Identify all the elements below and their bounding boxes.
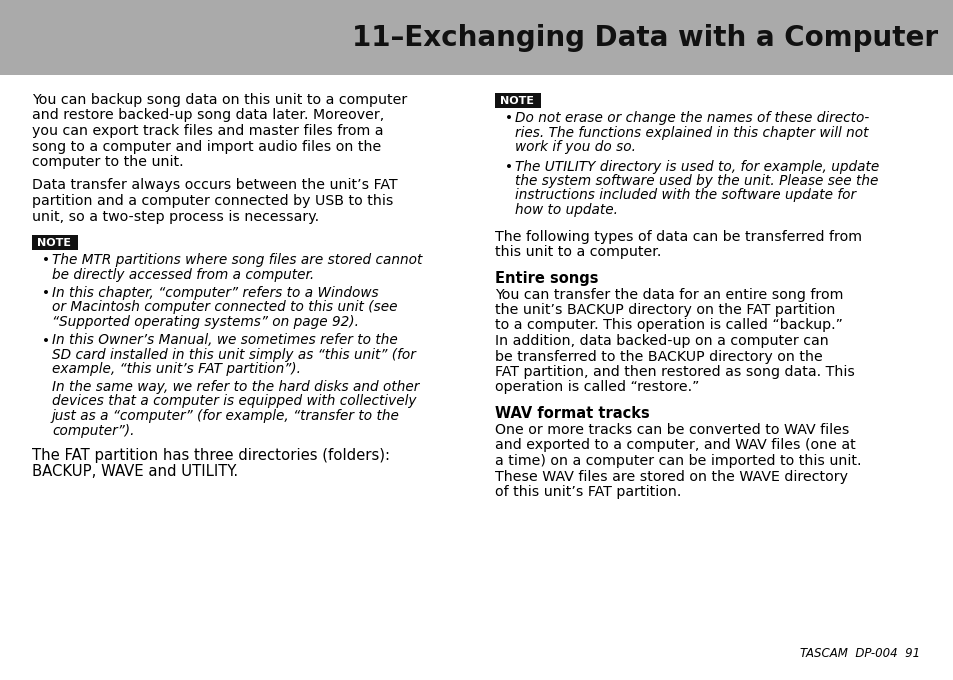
Text: song to a computer and import audio files on the: song to a computer and import audio file… [32,139,381,154]
Text: ries. The functions explained in this chapter will not: ries. The functions explained in this ch… [515,126,867,139]
Text: These WAV files are stored on the WAVE directory: These WAV files are stored on the WAVE d… [495,469,847,483]
Text: One or more tracks can be converted to WAV files: One or more tracks can be converted to W… [495,423,848,437]
Text: work if you do so.: work if you do so. [515,140,636,154]
Text: In addition, data backed-up on a computer can: In addition, data backed-up on a compute… [495,334,828,348]
Text: be directly accessed from a computer.: be directly accessed from a computer. [52,267,314,282]
Text: Entire songs: Entire songs [495,271,598,286]
Text: SD card installed in this unit simply as “this unit” (for: SD card installed in this unit simply as… [52,348,416,362]
Text: of this unit’s FAT partition.: of this unit’s FAT partition. [495,485,680,499]
Text: a time) on a computer can be imported to this unit.: a time) on a computer can be imported to… [495,454,861,468]
Text: Data transfer always occurs between the unit’s FAT: Data transfer always occurs between the … [32,178,397,192]
Text: instructions included with the software update for: instructions included with the software … [515,188,855,203]
Text: •: • [42,286,50,300]
Bar [32,235,78,250]
Text: In the same way, we refer to the hard disks and other: In the same way, we refer to the hard di… [52,380,419,394]
Text: how to update.: how to update. [515,203,618,217]
Text: The MTR partitions where song files are stored cannot: The MTR partitions where song files are … [52,253,422,267]
Text: 11–Exchanging Data with a Computer: 11–Exchanging Data with a Computer [352,24,937,52]
Text: this unit to a computer.: this unit to a computer. [495,245,660,259]
Text: and restore backed-up song data later. Moreover,: and restore backed-up song data later. M… [32,109,384,122]
Text: You can transfer the data for an entire song from: You can transfer the data for an entire … [495,288,842,301]
Text: The UTILITY directory is used to, for example, update: The UTILITY directory is used to, for ex… [515,160,879,173]
Text: WAV format tracks: WAV format tracks [495,406,649,421]
Text: FAT partition, and then restored as song data. This: FAT partition, and then restored as song… [495,365,854,379]
Bar [0,0,953,75]
Text: BACKUP, WAVE and UTILITY.: BACKUP, WAVE and UTILITY. [32,464,238,479]
Text: Do not erase or change the names of these directo-: Do not erase or change the names of thes… [515,111,868,125]
Text: to a computer. This operation is called “backup.”: to a computer. This operation is called … [495,318,842,333]
Text: devices that a computer is equipped with collectively: devices that a computer is equipped with… [52,394,416,409]
Text: unit, so a two-step process is necessary.: unit, so a two-step process is necessary… [32,209,319,224]
Text: In this chapter, “computer” refers to a Windows: In this chapter, “computer” refers to a … [52,286,378,300]
Text: just as a “computer” (for example, “transfer to the: just as a “computer” (for example, “tran… [52,409,399,423]
Text: computer”).: computer”). [52,424,134,437]
Text: operation is called “restore.”: operation is called “restore.” [495,381,699,394]
Text: the system software used by the unit. Please see the: the system software used by the unit. Pl… [515,174,878,188]
Text: TASCAM  DP-004  91: TASCAM DP-004 91 [799,647,919,660]
Text: be transferred to the BACKUP directory on the: be transferred to the BACKUP directory o… [495,350,821,364]
Text: NOTE: NOTE [37,237,71,248]
Text: NOTE: NOTE [499,95,534,105]
Text: •: • [42,253,50,267]
Text: and exported to a computer, and WAV files (one at: and exported to a computer, and WAV file… [495,439,855,452]
Text: or Macintosh computer connected to this unit (see: or Macintosh computer connected to this … [52,301,397,314]
Text: computer to the unit.: computer to the unit. [32,155,183,169]
Text: The FAT partition has three directories (folders):: The FAT partition has three directories … [32,448,390,463]
Text: •: • [504,160,513,173]
Text: example, “this unit’s FAT partition”).: example, “this unit’s FAT partition”). [52,362,301,377]
Text: You can backup song data on this unit to a computer: You can backup song data on this unit to… [32,93,407,107]
Text: The following types of data can be transferred from: The following types of data can be trans… [495,230,862,243]
Text: the unit’s BACKUP directory on the FAT partition: the unit’s BACKUP directory on the FAT p… [495,303,835,317]
Text: •: • [42,333,50,347]
Text: partition and a computer connected by USB to this: partition and a computer connected by US… [32,194,393,208]
Text: In this Owner’s Manual, we sometimes refer to the: In this Owner’s Manual, we sometimes ref… [52,333,397,347]
Text: “Supported operating systems” on page 92).: “Supported operating systems” on page 92… [52,315,358,329]
Bar [495,93,540,108]
Text: •: • [504,111,513,125]
Text: you can export track files and master files from a: you can export track files and master fi… [32,124,383,138]
